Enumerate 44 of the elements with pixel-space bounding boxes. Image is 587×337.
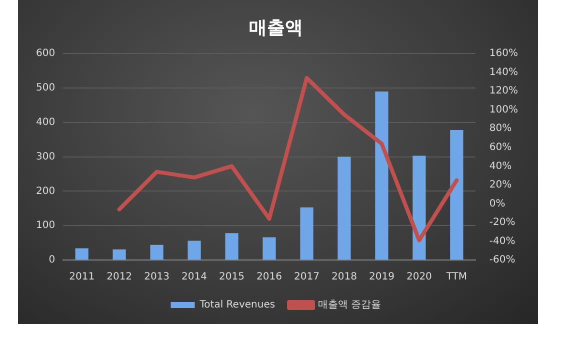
x-tick-label: 2014: [182, 272, 208, 283]
x-tick-label: 2018: [331, 272, 357, 283]
bar: [188, 240, 201, 260]
x-tick-label: 2019: [368, 272, 394, 283]
legend-label: 매출액 증감율: [318, 300, 382, 311]
y2-tick-label: 60%: [489, 142, 512, 154]
x-tick-label: 2017: [294, 272, 320, 283]
y2-tick-label: 100%: [489, 104, 518, 116]
y-tick-label: 600: [36, 48, 56, 60]
bar: [450, 130, 464, 260]
y2-tick-label: 120%: [489, 86, 518, 97]
y2-tick-label: 140%: [489, 66, 518, 78]
x-tick-label: 2013: [144, 272, 170, 283]
bar: [300, 207, 314, 260]
y-tick-label: 0: [48, 254, 56, 266]
y-tick-label: 400: [36, 116, 56, 128]
bar: [112, 249, 126, 260]
x-tick-label: 2020: [406, 272, 432, 283]
y2-tick-label: 160%: [489, 48, 518, 60]
y2-tick-label: 0%: [489, 198, 506, 210]
bar: [375, 91, 388, 260]
bar: [75, 248, 88, 260]
y2-tick-label: 40%: [489, 160, 512, 172]
bar: [225, 233, 238, 260]
y2-tick-label: -20%: [489, 217, 516, 228]
y-tick-label: 200: [36, 186, 56, 197]
bar: [150, 244, 164, 260]
x-tick-label: 2011: [69, 272, 95, 283]
chart-title: 매출액: [249, 17, 303, 38]
x-tick-label: 2015: [219, 272, 244, 283]
y-tick-label: 500: [36, 82, 56, 94]
bar: [412, 156, 426, 260]
x-tick-label: 2012: [106, 272, 132, 283]
x-tick-label: 2016: [256, 272, 282, 283]
x-tick-label: TTM: [445, 272, 468, 283]
y2-tick-label: -40%: [489, 236, 516, 247]
y2-tick-label: -60%: [489, 254, 516, 266]
bar: [338, 156, 351, 260]
y2-tick-label: 20%: [489, 180, 512, 191]
bar: [262, 237, 276, 260]
y2-tick-label: 80%: [489, 123, 512, 134]
legend-label: Total Revenues: [198, 300, 276, 311]
y-tick-label: 100: [36, 220, 56, 232]
y-tick-label: 300: [36, 151, 56, 162]
